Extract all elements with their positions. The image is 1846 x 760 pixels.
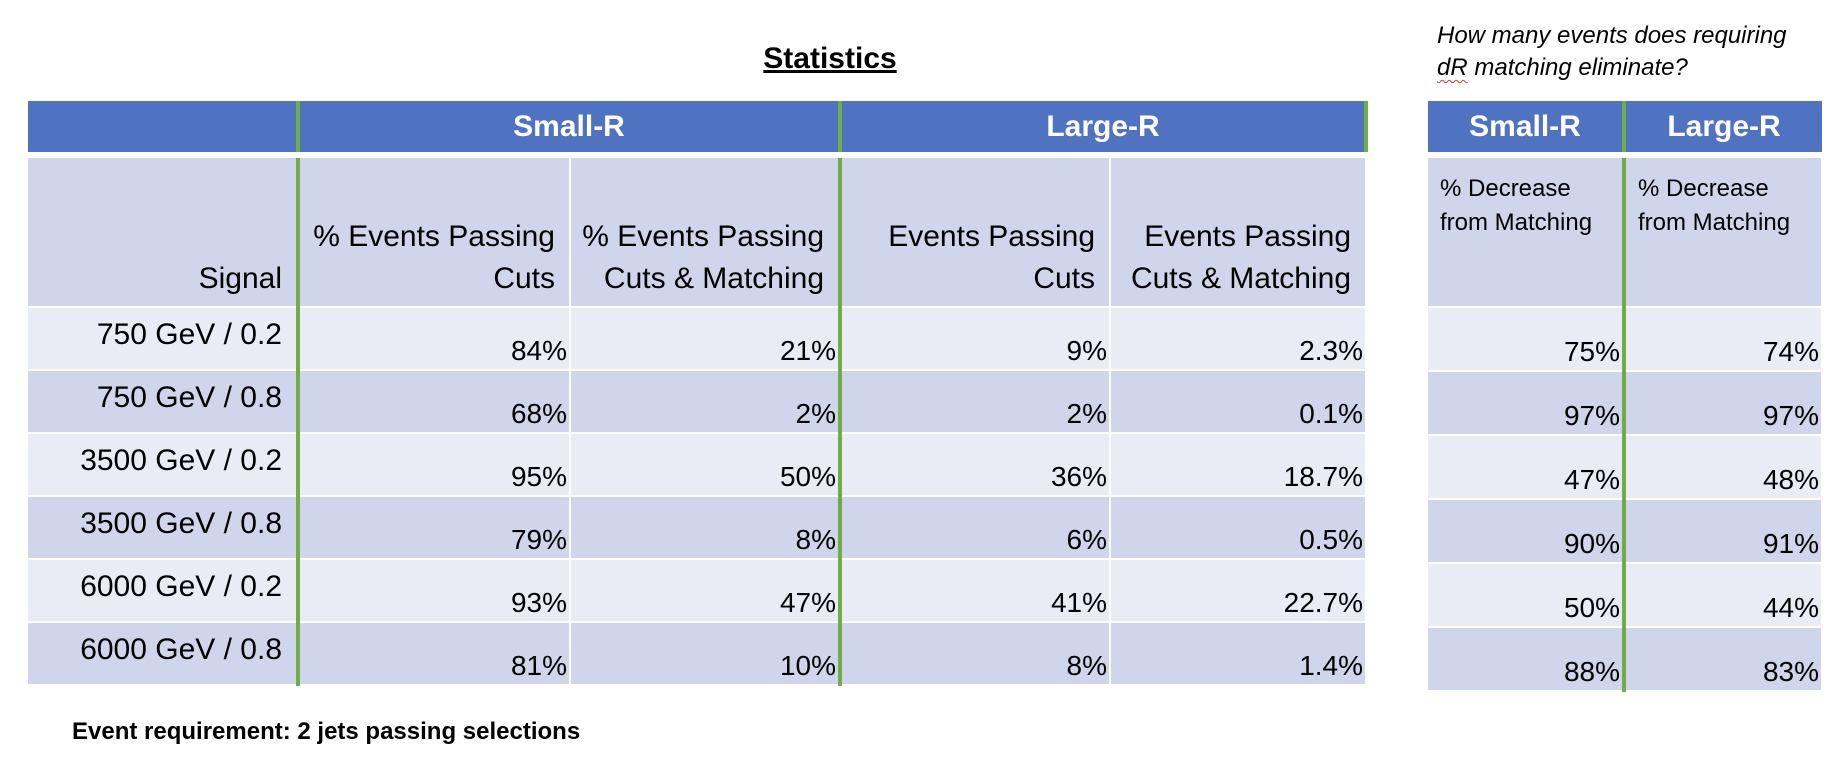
table-row: 90% 91% — [1428, 499, 1823, 564]
matching-decrease-table-body: 75% 74% 97% 97% 47% 48% 90% 91% 50% 44% 88% 83% — [1428, 307, 1823, 692]
cell-small-r-decrease: 50% — [1428, 563, 1625, 628]
cell-large-r-decrease: 83% — [1622, 627, 1823, 692]
table-row: 97% 97% — [1428, 371, 1823, 436]
cell-small-r-matching: 2% — [570, 370, 842, 434]
cell-large-r-passing: 8% — [838, 622, 1112, 686]
col-header-small-r-matching: % Events Passing Cuts & Matching — [570, 155, 842, 308]
statistics-table-body: 750 GeV / 0.2 84% 21% 9% 2.3% 750 GeV / 0.8 68… — [28, 307, 1368, 686]
cell-signal: 3500 GeV / 0.2 — [28, 433, 299, 497]
col-header-signal: Signal — [28, 155, 299, 308]
cell-large-r-decrease: 91% — [1622, 499, 1823, 564]
header-blank-cell — [28, 101, 298, 158]
side-col-header-small-r: % Decrease from Matching — [1428, 155, 1625, 308]
cell-large-r-passing: 2% — [838, 370, 1112, 434]
table-row: 750 GeV / 0.2 84% 21% 9% 2.3% — [28, 307, 1368, 371]
table-row: 75% 74% — [1428, 307, 1823, 372]
cell-large-r-matching: 22.7% — [1110, 559, 1368, 623]
cell-large-r-matching: 18.7% — [1110, 433, 1368, 497]
cell-large-r-decrease: 97% — [1622, 371, 1823, 436]
statistics-table: Small-R Large-R Signal % Events Passing … — [28, 101, 1369, 686]
table-row: 6000 GeV / 0.2 93% 47% 41% 22.7% — [28, 559, 1368, 623]
table-row: 750 GeV / 0.8 68% 2% 2% 0.1% — [28, 370, 1368, 434]
cell-small-r-decrease: 47% — [1428, 435, 1625, 500]
col-header-small-r-passing: % Events Passing Cuts — [296, 155, 571, 308]
cell-large-r-matching: 2.3% — [1110, 307, 1368, 371]
table-row: 47% 48% — [1428, 435, 1823, 500]
table-row: 6000 GeV / 0.8 81% 10% 8% 1.4% — [28, 622, 1368, 686]
col-header-large-r-passing: Events Passing Cuts — [838, 155, 1112, 308]
question-part-1: How many events does requiring — [1437, 22, 1787, 49]
cell-small-r-matching: 10% — [570, 622, 842, 686]
footnote: Event requirement: 2 jets passing select… — [72, 718, 581, 745]
cell-large-r-matching: 0.5% — [1110, 496, 1368, 560]
cell-small-r-matching: 47% — [570, 559, 842, 623]
table-row: 88% 83% — [1428, 627, 1823, 692]
col-header-large-r-matching: Events Passing Cuts & Matching — [1110, 155, 1368, 308]
group-header-small-r: Small-R — [295, 101, 841, 158]
question-part-2: matching eliminate? — [1474, 54, 1688, 81]
cell-large-r-passing: 9% — [838, 307, 1112, 371]
side-col-header-large-r: % Decrease from Matching — [1622, 155, 1823, 308]
cell-small-r-decrease: 88% — [1428, 627, 1625, 692]
cell-small-r-matching: 8% — [570, 496, 842, 560]
question-text: How many events does requiring dR matchin… — [1437, 20, 1837, 84]
cell-signal: 6000 GeV / 0.2 — [28, 559, 299, 623]
cell-small-r-passing: 81% — [296, 622, 571, 686]
cell-large-r-passing: 41% — [838, 559, 1112, 623]
cell-small-r-decrease: 75% — [1428, 307, 1625, 372]
cell-small-r-passing: 68% — [296, 370, 571, 434]
side-group-header-small-r: Small-R — [1428, 101, 1624, 158]
matching-decrease-table: Small-R Large-R % Decrease from Matching… — [1428, 101, 1823, 692]
cell-small-r-passing: 84% — [296, 307, 571, 371]
cell-small-r-decrease: 90% — [1428, 499, 1625, 564]
cell-small-r-matching: 21% — [570, 307, 842, 371]
cell-small-r-passing: 95% — [296, 433, 571, 497]
side-group-header-large-r: Large-R — [1622, 101, 1822, 158]
cell-signal: 3500 GeV / 0.8 — [28, 496, 299, 560]
cell-large-r-passing: 36% — [838, 433, 1112, 497]
table-row: 3500 GeV / 0.8 79% 8% 6% 0.5% — [28, 496, 1368, 560]
page-title: Statistics — [763, 42, 897, 75]
cell-small-r-matching: 50% — [570, 433, 842, 497]
cell-large-r-passing: 6% — [838, 496, 1112, 560]
cell-large-r-matching: 0.1% — [1110, 370, 1368, 434]
cell-signal: 6000 GeV / 0.8 — [28, 622, 299, 686]
cell-signal: 750 GeV / 0.2 — [28, 307, 299, 371]
cell-small-r-passing: 93% — [296, 559, 571, 623]
group-header-large-r: Large-R — [838, 101, 1369, 158]
cell-large-r-decrease: 44% — [1622, 563, 1823, 628]
table-row: 3500 GeV / 0.2 95% 50% 36% 18.7% — [28, 433, 1368, 497]
table-row: 50% 44% — [1428, 563, 1823, 628]
cell-small-r-decrease: 97% — [1428, 371, 1625, 436]
cell-small-r-passing: 79% — [296, 496, 571, 560]
cell-large-r-decrease: 48% — [1622, 435, 1823, 500]
cell-large-r-decrease: 74% — [1622, 307, 1823, 372]
cell-signal: 750 GeV / 0.8 — [28, 370, 299, 434]
cell-large-r-matching: 1.4% — [1110, 622, 1368, 686]
question-dr-term: dR — [1437, 54, 1468, 81]
